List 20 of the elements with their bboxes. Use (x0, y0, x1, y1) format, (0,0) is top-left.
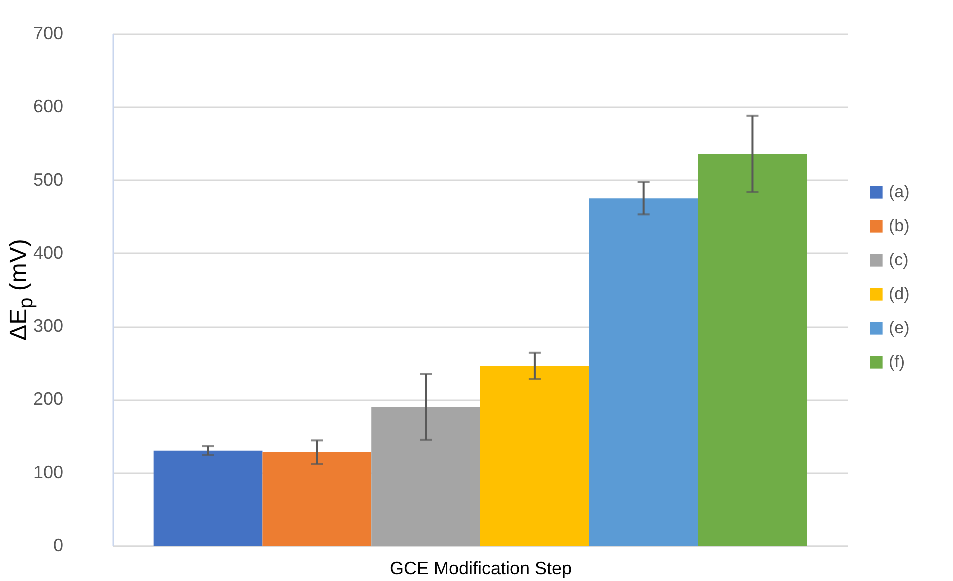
legend-label: (c) (889, 250, 909, 270)
y-tick-label: 700 (33, 24, 64, 44)
y-tick-label: 0 (53, 536, 64, 556)
y-tick-label: 100 (33, 462, 64, 482)
y-tick-label: 200 (33, 389, 64, 410)
legend-label: (b) (889, 216, 910, 236)
legend-label: (d) (889, 284, 910, 304)
x-axis-title: GCE Modification Step (390, 558, 572, 578)
legend-label: (a) (889, 182, 910, 202)
bar (698, 154, 808, 546)
legend-label: (f) (889, 352, 906, 372)
legend-label: (e) (889, 318, 910, 338)
y-tick-label: 400 (33, 242, 64, 263)
bar (154, 450, 263, 546)
bar (262, 452, 372, 546)
bar (589, 198, 698, 546)
bar (372, 407, 480, 546)
y-tick-label: 600 (33, 96, 64, 117)
y-tick-label: 500 (33, 170, 64, 190)
bar (480, 366, 590, 546)
